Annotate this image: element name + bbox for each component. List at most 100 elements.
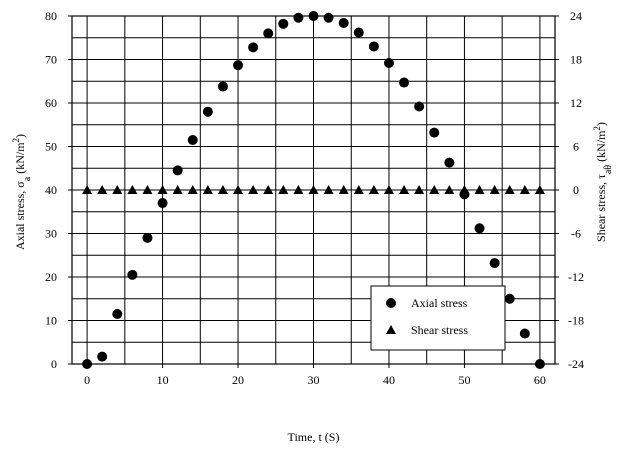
y-tick-label: 30 — [45, 227, 57, 241]
axial-stress-point — [414, 101, 425, 112]
y-axis-title-close: ) — [13, 134, 27, 138]
axial-stress-point — [127, 269, 138, 280]
shear-stress-point — [112, 185, 123, 194]
y-tick-label: 20 — [45, 270, 57, 284]
y2-tick-label: 12 — [570, 96, 582, 110]
shear-stress-point — [97, 185, 108, 194]
x-tick-label: 30 — [308, 373, 320, 387]
y2-tick-label: -12 — [568, 270, 584, 284]
axial-stress-point — [82, 359, 93, 369]
axial-stress-point — [444, 157, 455, 168]
shear-stress-point — [202, 185, 213, 194]
y-axis-title-sup: 2 — [11, 138, 21, 143]
y2-axis-title-sup: 2 — [592, 126, 602, 131]
axial-stress-point — [248, 42, 259, 53]
shear-stress-point — [414, 185, 425, 194]
shear-stress-point — [157, 185, 168, 194]
marks — [82, 11, 545, 369]
y2-axis-title-main: Shear stress, τ — [594, 174, 608, 242]
x-tick-label: 60 — [534, 373, 546, 387]
axial-stress-point — [504, 293, 515, 304]
shear-stress-point — [368, 185, 379, 194]
legend: Axial stress Shear stress — [370, 285, 506, 351]
x-tick-label: 10 — [157, 373, 169, 387]
shear-stress-point — [534, 185, 545, 194]
y2-axis-title-sub: aθ — [603, 165, 614, 174]
shear-stress-point — [459, 185, 470, 194]
ticks: 0 10 20 30 40 50 6001020304050607080-24-18-12-… — [45, 9, 584, 387]
shear-stress-point — [353, 185, 364, 194]
axial-stress-point — [474, 223, 485, 234]
axial-stress-point — [97, 351, 108, 362]
shear-stress-point — [489, 185, 500, 194]
y-tick-label: 40 — [45, 183, 57, 197]
y-axis-title-sub: a — [22, 176, 33, 181]
y-tick-label: 10 — [45, 314, 57, 328]
x-axis-title: Time, t (S) — [288, 430, 340, 444]
axial-stress-point — [263, 28, 274, 39]
shear-stress-point — [308, 185, 319, 194]
legend-label-axial: Axial stress — [411, 296, 468, 310]
shear-stress-point — [474, 185, 485, 194]
x-tick-label: 20 — [232, 373, 244, 387]
shear-stress-point — [187, 185, 198, 194]
x-tick-label: 0 — [84, 373, 90, 387]
y-tick-label: 50 — [45, 140, 57, 154]
axial-stress-point — [519, 328, 530, 339]
shear-stress-point — [338, 185, 349, 194]
shear-stress-point — [217, 185, 228, 194]
axial-stress-point — [172, 165, 183, 176]
shear-stress-point — [444, 185, 455, 194]
shear-stress-point — [278, 185, 289, 194]
shear-stress-point — [323, 185, 334, 194]
y2-tick-label: 0 — [573, 183, 579, 197]
shear-stress-point — [519, 185, 530, 194]
y-tick-label: 0 — [51, 357, 57, 371]
shear-stress-point — [233, 185, 244, 194]
axial-stress-point — [142, 232, 153, 243]
axial-stress-point — [187, 134, 198, 145]
axial-stress-point — [489, 258, 500, 269]
axial-stress-point — [112, 308, 123, 319]
shear-stress-point — [504, 185, 515, 194]
axial-stress-point — [399, 77, 410, 88]
axial-stress-point — [323, 12, 334, 23]
axial-stress-point — [368, 41, 379, 52]
y-tick-label: 60 — [45, 96, 57, 110]
y-axis-title-unit: (kN/m — [13, 142, 27, 177]
axial-stress-point — [157, 198, 168, 209]
shear-stress-point — [248, 185, 259, 194]
x-tick-label: 40 — [383, 373, 395, 387]
axial-stress-point — [233, 60, 244, 71]
y-tick-label: 70 — [45, 53, 57, 67]
y2-tick-label: 18 — [570, 53, 582, 67]
y2-tick-label: 24 — [570, 9, 582, 23]
shear-stress-point — [293, 185, 304, 194]
y-axis-title-main: Axial stress, σ — [13, 181, 27, 250]
shear-stress-point — [383, 185, 394, 194]
y2-tick-label: 6 — [573, 140, 579, 154]
shear-stress-point — [263, 185, 274, 194]
axial-stress-point — [338, 17, 349, 28]
legend-marker-shear — [386, 325, 396, 334]
y2-axis-title-close: ) — [594, 122, 608, 126]
axial-stress-point — [278, 18, 289, 29]
legend-box — [370, 285, 506, 351]
axial-stress-point — [353, 27, 364, 38]
shear-stress-point — [142, 185, 153, 194]
legend-marker-axial — [386, 298, 396, 308]
shear-stress-point — [399, 185, 410, 194]
y2-tick-label: -24 — [568, 357, 584, 371]
shear-stress-point — [429, 185, 440, 194]
axial-stress-point — [308, 11, 319, 21]
legend-label-shear: Shear stress — [411, 323, 468, 337]
y2-axis-title: Shear stress, τaθ (kN/m2) — [592, 122, 614, 242]
shear-stress-point — [82, 185, 93, 194]
axial-stress-point — [293, 12, 304, 23]
shear-stress-point — [127, 185, 138, 194]
axial-stress-point — [383, 57, 394, 68]
axial-stress-point — [534, 359, 545, 369]
shear-stress-point — [172, 185, 183, 194]
y-axis-title: Axial stress, σa (kN/m2) — [11, 134, 33, 250]
axial-stress-point — [429, 127, 440, 138]
